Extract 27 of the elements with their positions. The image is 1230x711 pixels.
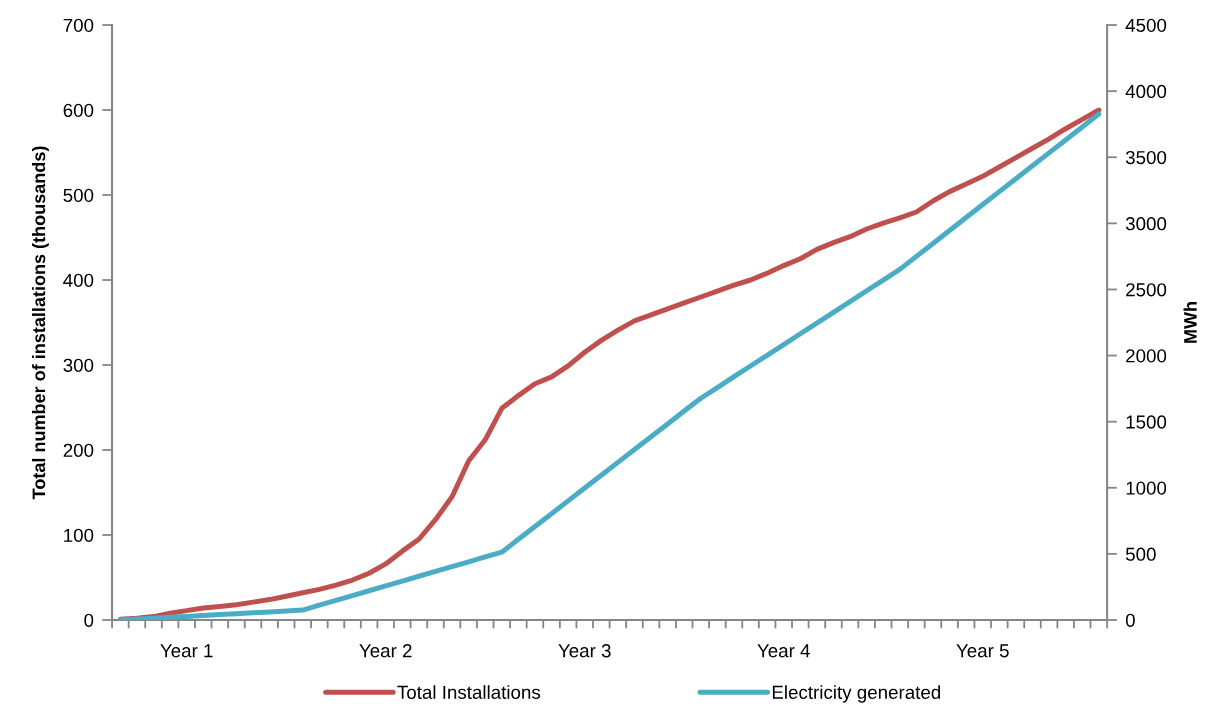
y-tick-label: 600: [63, 103, 94, 117]
x-tick-label: Year 5: [956, 644, 1009, 658]
y-tick-label: 400: [63, 273, 94, 287]
y-tick-label: 700: [63, 18, 94, 33]
x-tick-label: Year 4: [757, 644, 810, 658]
y2-tick-label: 2000: [1126, 349, 1167, 363]
y2-tick-label: 3000: [1125, 217, 1167, 231]
x-tick-label: Year 1: [160, 644, 213, 658]
y2-axis-title: MWh: [1183, 302, 1197, 343]
y-tick-label: 300: [63, 358, 94, 372]
y2-tick-label: 500: [1125, 547, 1156, 561]
y-tick-label: 200: [63, 443, 94, 457]
y2-tick-label: 2500: [1126, 283, 1167, 297]
y-tick-label: 500: [63, 188, 94, 202]
y-axis-title: Total number of installations (thousands): [32, 146, 49, 500]
y2-tick-label: 1000: [1126, 481, 1167, 495]
y2-tick-label: 4000: [1125, 84, 1167, 99]
legend-label: Total Installations: [397, 685, 541, 699]
y-tick-label: 100: [64, 528, 94, 542]
x-tick-label: Year 3: [558, 644, 611, 658]
y2-tick-label: 4500: [1125, 18, 1167, 33]
y2-tick-label: 0: [1125, 613, 1135, 627]
x-tick-label: Year 2: [359, 644, 412, 658]
y2-tick-label: 3500: [1125, 150, 1167, 165]
legend-label: Electricity generated: [772, 685, 941, 703]
y2-tick-label: 1500: [1126, 415, 1167, 429]
y-tick-label: 0: [84, 613, 94, 627]
